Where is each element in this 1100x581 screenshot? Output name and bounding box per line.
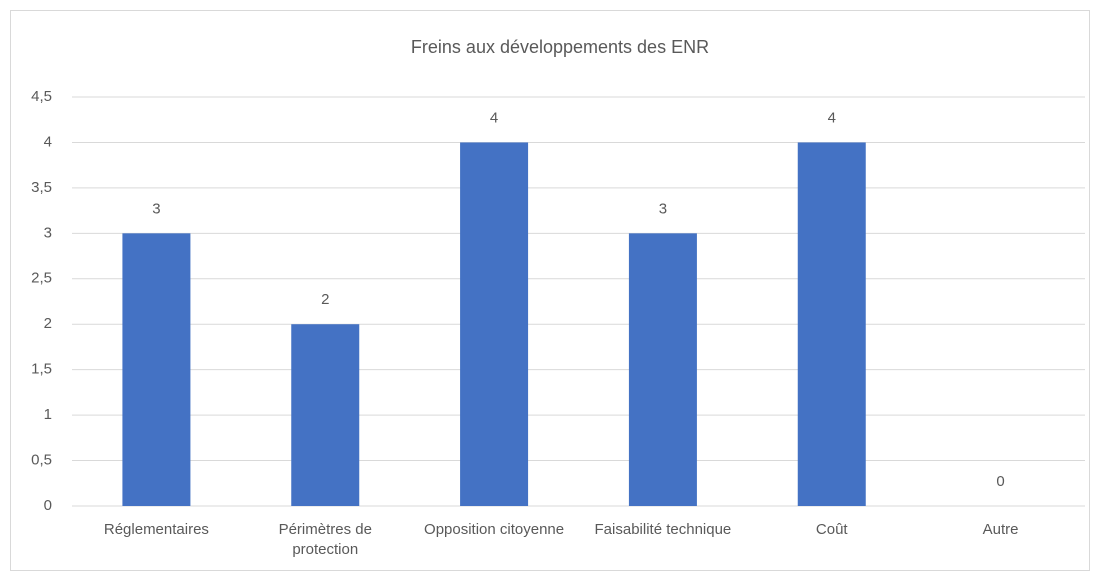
data-label: 2 — [321, 291, 329, 308]
y-tick-label: 2 — [44, 315, 52, 332]
x-tick-label: Périmètres de protection — [278, 521, 372, 558]
chart-title: Freins aux développements des ENR — [411, 37, 709, 57]
y-tick-label: 1,5 — [31, 361, 52, 378]
y-tick-label: 4,5 — [31, 88, 52, 105]
y-tick-label: 3,5 — [31, 179, 52, 196]
data-label: 4 — [828, 109, 836, 126]
y-tick-label: 3 — [44, 224, 52, 241]
x-tick-label: Réglementaires — [103, 521, 209, 538]
data-label: 3 — [659, 200, 667, 217]
bar — [460, 142, 529, 506]
x-tick-label: Opposition citoyenne — [424, 521, 565, 538]
y-tick-label: 0 — [44, 497, 52, 514]
data-label: 3 — [152, 200, 160, 217]
x-tick-label: Faisabilité technique — [594, 521, 732, 538]
data-label: 0 — [996, 473, 1004, 490]
bar — [628, 233, 697, 507]
y-tick-label: 4 — [44, 133, 52, 150]
y-tick-label: 0,5 — [31, 452, 52, 469]
x-tick-label: Autre — [982, 521, 1019, 538]
x-tick-label: Coût — [815, 521, 848, 538]
bar — [291, 324, 360, 506]
bar — [797, 142, 866, 506]
y-tick-label: 2,5 — [31, 270, 52, 287]
y-tick-label: 1 — [44, 406, 52, 423]
data-label: 4 — [490, 109, 498, 126]
bar — [122, 233, 191, 507]
